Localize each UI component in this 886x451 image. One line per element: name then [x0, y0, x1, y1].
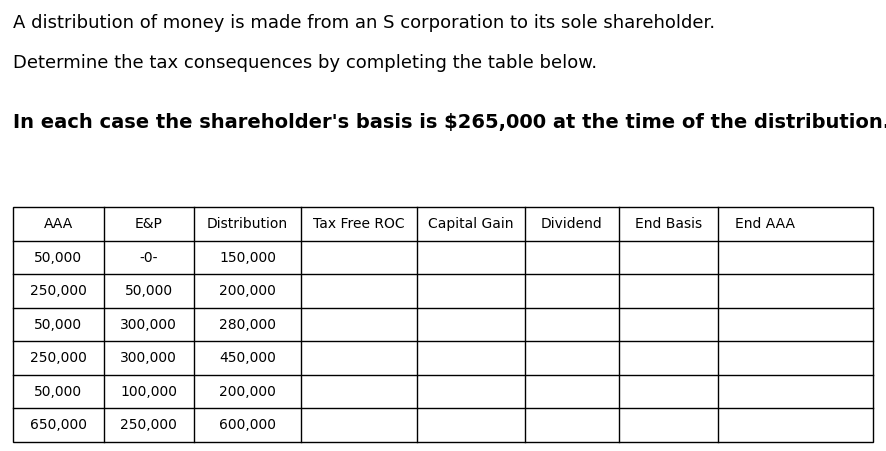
Text: 100,000: 100,000 [120, 385, 177, 399]
Text: End Basis: End Basis [635, 217, 703, 231]
Text: Determine the tax consequences by completing the table below.: Determine the tax consequences by comple… [13, 54, 597, 72]
Text: In each case the shareholder's basis is $265,000 at the time of the distribution: In each case the shareholder's basis is … [13, 113, 886, 132]
Text: 50,000: 50,000 [35, 251, 82, 265]
Text: 50,000: 50,000 [35, 318, 82, 332]
Text: A distribution of money is made from an S corporation to its sole shareholder.: A distribution of money is made from an … [13, 14, 715, 32]
Text: 250,000: 250,000 [120, 418, 177, 432]
Text: 200,000: 200,000 [219, 385, 276, 399]
Text: 50,000: 50,000 [35, 385, 82, 399]
Text: 50,000: 50,000 [125, 284, 173, 298]
Text: 650,000: 650,000 [30, 418, 87, 432]
Text: E&P: E&P [135, 217, 163, 231]
Text: 250,000: 250,000 [30, 351, 87, 365]
Text: 300,000: 300,000 [120, 351, 177, 365]
Text: -0-: -0- [139, 251, 158, 265]
Text: Capital Gain: Capital Gain [428, 217, 514, 231]
Text: AAA: AAA [43, 217, 73, 231]
Text: 250,000: 250,000 [30, 284, 87, 298]
Text: Tax Free ROC: Tax Free ROC [314, 217, 405, 231]
Text: 450,000: 450,000 [219, 351, 276, 365]
Text: End AAA: End AAA [735, 217, 796, 231]
Text: Distribution: Distribution [207, 217, 288, 231]
Text: 600,000: 600,000 [219, 418, 276, 432]
Text: 300,000: 300,000 [120, 318, 177, 332]
Text: Dividend: Dividend [541, 217, 602, 231]
Text: 150,000: 150,000 [219, 251, 276, 265]
Text: 280,000: 280,000 [219, 318, 276, 332]
Text: 200,000: 200,000 [219, 284, 276, 298]
